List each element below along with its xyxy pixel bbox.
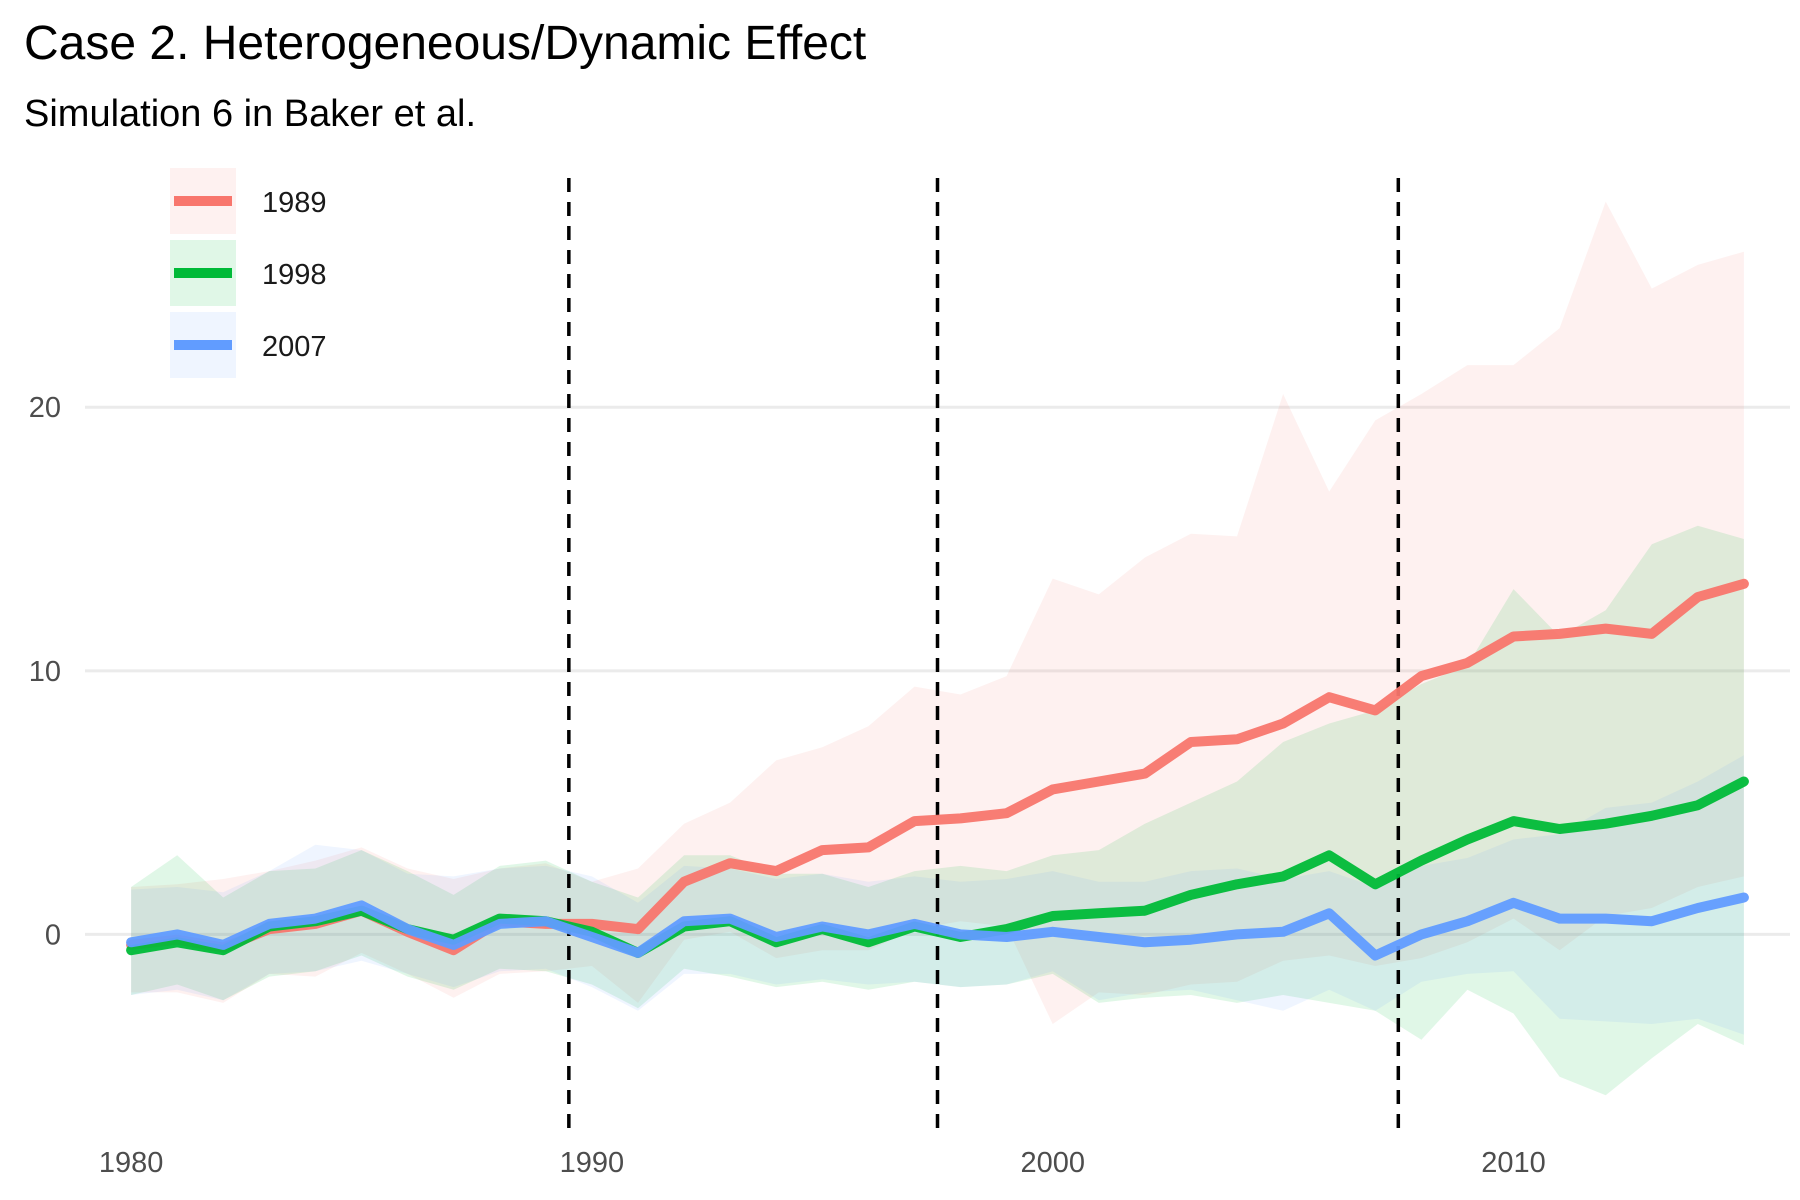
x-tick-label-2000: 2000 [1020,1147,1085,1179]
x-tick-label-2010: 2010 [1481,1147,1546,1179]
ribbon-1989 [131,201,1744,1025]
legend-label-1989: 1989 [262,187,327,219]
treatment-lines [567,178,1401,1130]
axis-labels: 0 10 20 1980 1990 2000 2010 [29,392,1546,1179]
chart-subtitle: Simulation 6 in Baker et al. [24,93,477,135]
legend-label-2007: 2007 [262,331,327,363]
chart-title: Case 2. Heterogeneous/Dynamic Effect [24,17,867,70]
ribbon-1998 [131,525,1744,1096]
y-tick-label-20: 20 [29,392,61,424]
x-tick-label-1980: 1980 [99,1147,164,1179]
series-lines [126,578,1749,961]
y-tick-label-10: 10 [29,656,61,688]
confidence-bands [131,201,1744,1096]
series-line-2007 [126,892,1749,961]
legend-label-1998: 1998 [262,259,327,291]
y-tick-label-0: 0 [45,919,61,951]
ribbon-2007 [131,755,1744,1035]
x-tick-label-1990: 1990 [560,1147,625,1179]
legend: 1989 1998 2007 [170,168,327,378]
